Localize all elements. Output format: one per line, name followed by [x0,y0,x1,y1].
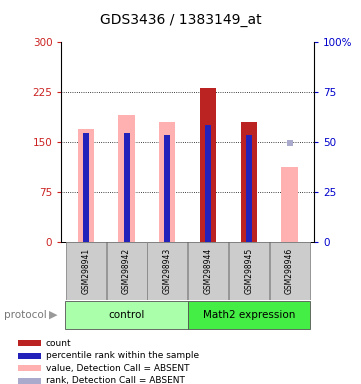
Bar [205,126,211,242]
Bar [106,242,147,300]
Bar [164,135,170,242]
Text: GSM298942: GSM298942 [122,248,131,294]
Bar [200,88,216,242]
Text: GDS3436 / 1383149_at: GDS3436 / 1383149_at [100,13,261,27]
Text: GSM298945: GSM298945 [244,248,253,294]
Bar [147,242,187,300]
Text: GSM298944: GSM298944 [204,248,213,294]
Bar [123,133,130,242]
Text: GSM298941: GSM298941 [81,248,90,294]
Text: count: count [46,339,71,348]
Bar [246,135,252,242]
Bar [66,242,106,300]
Bar [159,122,175,242]
Bar [18,377,41,384]
Bar [65,301,188,329]
Bar [270,242,310,300]
Text: control: control [108,310,145,320]
Bar [282,167,298,242]
Text: rank, Detection Call = ABSENT: rank, Detection Call = ABSENT [46,376,185,384]
Bar [229,242,269,300]
Bar [188,242,228,300]
Bar [18,353,41,359]
Text: protocol: protocol [4,310,46,320]
Bar [118,116,135,242]
Bar [18,365,41,371]
Text: percentile rank within the sample: percentile rank within the sample [46,351,199,360]
Text: ▶: ▶ [49,310,57,320]
Bar [188,301,310,329]
Bar [200,88,216,242]
Bar [78,129,94,242]
Text: GSM298943: GSM298943 [163,248,172,294]
Bar [83,133,89,242]
Text: GSM298946: GSM298946 [285,248,294,294]
Bar [18,340,41,346]
Bar [241,122,257,242]
Text: Math2 expression: Math2 expression [203,310,295,320]
Bar [241,122,257,242]
Text: value, Detection Call = ABSENT: value, Detection Call = ABSENT [46,364,190,372]
